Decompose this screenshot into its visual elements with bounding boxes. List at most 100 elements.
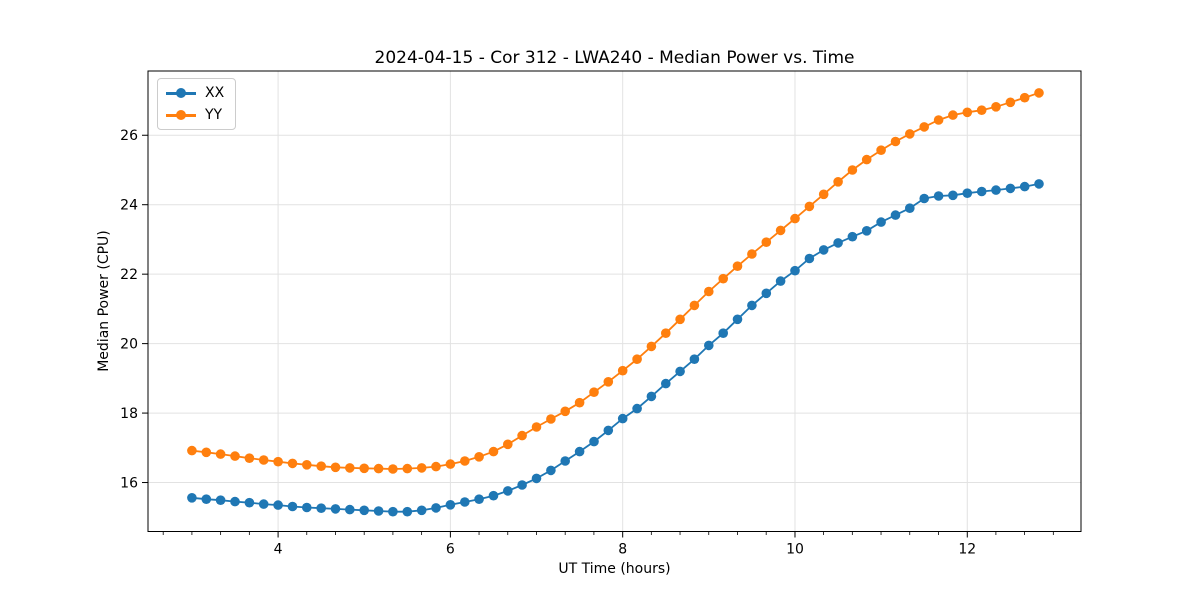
series-yy-point [847,165,858,175]
series-xx-point [316,503,327,513]
series-xx-point [804,253,815,264]
series-xx-point [574,446,585,457]
y-tick-label: 24 [120,198,138,214]
series-xx-point [230,496,240,507]
legend-marker-yy-icon [166,110,196,121]
series-xx-point [345,504,355,515]
x-tick-label: 10 [786,542,804,558]
series-xx-point [244,497,255,508]
series-yy-point [460,456,470,466]
series-yy-point [661,328,671,339]
series-xx-point [933,191,944,201]
series-xx-point [560,456,570,466]
series-yy-point [416,463,427,473]
series-xx-point [1019,181,1030,192]
x-tick-label: 12 [958,542,976,558]
series-yy-point [905,129,915,139]
series-xx-point [1034,179,1044,189]
series-xx-point [287,501,298,512]
series-yy-point [761,237,772,247]
y-tick-label: 18 [120,406,138,422]
x-axis-label: UT Time (hours) [558,561,671,577]
series-yy-point [790,213,800,224]
series-xx-point [330,504,341,514]
series-yy-point [359,463,370,474]
series-yy-point [287,458,298,469]
series-xx-point [273,500,283,510]
series-yy-point [689,300,700,311]
series-xx-point [905,203,915,213]
x-tick-label: 8 [618,542,627,558]
series-yy-point [445,459,456,469]
series-yy-point [704,286,714,297]
legend: XX YY [157,78,237,130]
series-xx-point [388,506,398,517]
series-xx-point [761,288,772,299]
series-xx-point [919,193,929,204]
series-yy-point [503,439,513,450]
series-xx-point [747,300,757,311]
y-tick-label: 16 [120,476,138,492]
series-xx-point [732,314,743,325]
series-xx-point [589,436,599,447]
series-yy-point [617,365,628,376]
series-xx-point [790,265,800,276]
series-yy-point [302,460,312,470]
series-yy-point [531,422,542,432]
series-xx-point [948,190,958,201]
series-xx-point [546,465,556,476]
series-yy-point [747,249,757,259]
series-yy-point [732,261,743,272]
series-yy-point [890,136,901,147]
series-yy-point [933,115,944,125]
series-yy-point [402,463,413,474]
x-tick-label: 4 [274,542,283,558]
series-xx-point [962,188,973,198]
series-yy-point [230,451,240,461]
series-xx-point [775,276,786,286]
series-xx-point [187,493,197,503]
series-yy-point [804,201,815,212]
series-yy-point [560,406,570,417]
series-yy-point [775,225,786,236]
series-yy-point [244,453,255,464]
legend-label-xx: XX [205,85,225,101]
series-xx-point [416,505,427,516]
series-yy-point [187,445,197,456]
series-yy-point [876,145,886,155]
legend-marker-xx-icon [166,88,196,99]
series-yy-point [675,314,685,325]
series-yy-point [574,397,585,408]
series-xx-point [460,497,470,507]
series-yy-point [1019,92,1030,103]
series-xx-point [675,366,685,377]
series-xx-point [833,238,843,248]
series-xx-point [632,403,642,414]
series-yy-point [316,461,327,472]
y-tick-label: 20 [120,337,138,353]
chart-title: 2024-04-15 - Cor 312 - LWA240 - Median P… [374,48,855,68]
series-yy-point [215,449,226,459]
x-tick-label: 6 [446,542,455,558]
series-xx-point [431,503,441,513]
series-xx-point [976,186,987,197]
series-xx-point [704,340,714,351]
series-xx-point [991,185,1001,195]
series-yy-point [718,273,728,284]
legend-item-xx: XX [166,85,224,101]
series-yy-point [919,122,929,132]
series-xx-point [1005,183,1016,194]
series-yy-point [273,456,283,467]
series-yy-point [976,105,987,115]
series-xx-point [718,328,728,339]
series-yy-point [1005,97,1016,108]
series-yy-point [373,463,384,474]
series-xx-point [488,490,499,501]
series-yy-point [589,387,599,398]
series-yy-point [833,177,843,187]
series-yy-point [861,154,872,165]
legend-label-yy: YY [205,107,223,123]
series-yy-point [431,461,441,472]
